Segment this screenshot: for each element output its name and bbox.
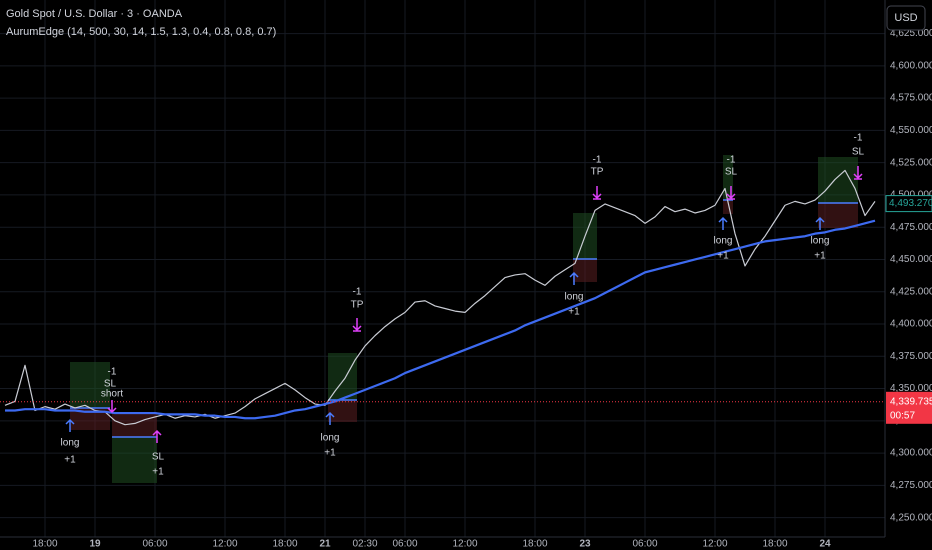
sl-box (112, 412, 157, 437)
last-price-label: 4,493.270 (889, 198, 932, 209)
trade-annotation: SL (852, 147, 865, 158)
x-tick-label: 12:00 (212, 539, 237, 550)
currency-button[interactable] (886, 5, 926, 31)
exit-arrow (352, 318, 362, 332)
long-arrow (718, 216, 728, 230)
trade-annotation: TP (591, 167, 604, 178)
y-tick-label: 4,300.000 (890, 448, 932, 459)
x-tick-label: 06:00 (392, 539, 417, 550)
exit-arrow (853, 166, 863, 180)
sl-box (573, 259, 597, 282)
x-tick-label: 19 (89, 539, 101, 550)
y-tick-label: 4,425.000 (890, 286, 932, 297)
trade-annotation: -1 (353, 287, 362, 298)
trade-annotation: -1 (108, 367, 117, 378)
y-tick-label: 4,575.000 (890, 93, 932, 104)
indicator-label: AurumEdge (14, 500, 30, 14, 1.5, 1.3, 0.… (6, 26, 276, 38)
price-tag (886, 391, 932, 424)
sl-box (723, 200, 733, 214)
x-tick-label: 18:00 (522, 539, 547, 550)
y-tick-label: 4,550.000 (890, 125, 932, 136)
annotations: long+1-1SLshortSL+1long+1-1TP-1TPlong+1-… (61, 133, 865, 478)
x-tick-label: 18:00 (272, 539, 297, 550)
tp-box (723, 155, 733, 200)
trade-annotation: long (61, 438, 80, 449)
price-tag-label: 4,339.735 (890, 396, 932, 407)
tp-box (70, 362, 110, 408)
trade-annotation: +1 (568, 307, 580, 318)
trade-annotation: -1 (593, 155, 602, 166)
sl-box (328, 400, 357, 422)
x-tick-label: 06:00 (632, 539, 657, 550)
y-tick-label: 4,400.000 (890, 319, 932, 330)
exit-arrow (152, 429, 162, 443)
trade-annotation: +1 (64, 455, 76, 466)
trade-annotation: short (101, 389, 123, 400)
countdown-label: 00:57 (890, 410, 915, 421)
x-tick-label: 12:00 (452, 539, 477, 550)
x-axis: 18:00 19 06:00 12:00 18:00 21 02:30 06:00 12:00 1… (32, 539, 831, 550)
trade-annotation: SL (152, 452, 165, 463)
last-price-tag (885, 195, 932, 213)
trade-annotation: -1 (854, 133, 863, 144)
exit-arrow (726, 186, 736, 200)
x-tick-label: 18:00 (762, 539, 787, 550)
tp-box (818, 157, 858, 203)
trade-annotation: +1 (717, 251, 729, 262)
exit-arrow (592, 186, 602, 200)
y-tick-label: 4,475.000 (890, 222, 932, 233)
trade-annotation: +1 (324, 448, 336, 459)
trade-annotation: +1 (814, 251, 826, 262)
chart-title: Gold Spot / U.S. Dollar · 3 · OANDA (6, 8, 183, 20)
tp-box (328, 353, 357, 400)
x-tick-label: 23 (579, 539, 591, 550)
trade-annotation: SL (104, 379, 117, 390)
trade-annotation: TP (351, 300, 364, 311)
x-tick-label: 24 (819, 539, 831, 550)
signal-arrows (65, 166, 863, 443)
trade-annotation: +1 (152, 467, 164, 478)
long-arrow (815, 216, 825, 230)
y-tick-label: 4,375.000 (890, 351, 932, 362)
trade-annotation: long (565, 292, 584, 303)
y-tick-label: 4,450.000 (890, 254, 932, 265)
trade-annotation: long (714, 236, 733, 247)
x-tick-label: 02:30 (352, 539, 377, 550)
y-tick-label: 4,500.000 (890, 190, 932, 201)
currency-label[interactable]: USD (894, 12, 917, 24)
moving-average-line (5, 219, 876, 420)
x-tick-label: 21 (319, 539, 331, 550)
sl-box (818, 203, 858, 228)
y-tick-label: 4,525.000 (890, 157, 932, 168)
trade-annotation: long (811, 236, 830, 247)
x-tick-label: 12:00 (702, 539, 727, 550)
long-arrow (325, 411, 335, 425)
y-axis: 4,250.0004,275.0004,300.0004,325.0004,35… (885, 28, 932, 523)
y-tick-label: 4,625.000 (890, 28, 932, 39)
y-tick-label: 4,350.000 (890, 383, 932, 394)
trade-annotation: -1 (727, 155, 736, 166)
y-tick-label: 4,250.000 (890, 512, 932, 523)
y-tick-label: 4,275.000 (890, 480, 932, 491)
trade-annotation: SL (725, 167, 738, 178)
long-arrow (65, 418, 75, 432)
x-tick-label: 06:00 (142, 539, 167, 550)
tp-box (112, 437, 157, 483)
trade-annotation: long (321, 433, 340, 444)
plot (0, 169, 885, 426)
trade-boxes (70, 155, 858, 483)
price-line (4, 169, 876, 426)
sl-box (70, 408, 110, 430)
y-tick-label: 4,600.000 (890, 60, 932, 71)
exit-arrow (107, 400, 117, 414)
x-tick-label: 18:00 (32, 539, 57, 550)
long-arrow (569, 271, 579, 285)
